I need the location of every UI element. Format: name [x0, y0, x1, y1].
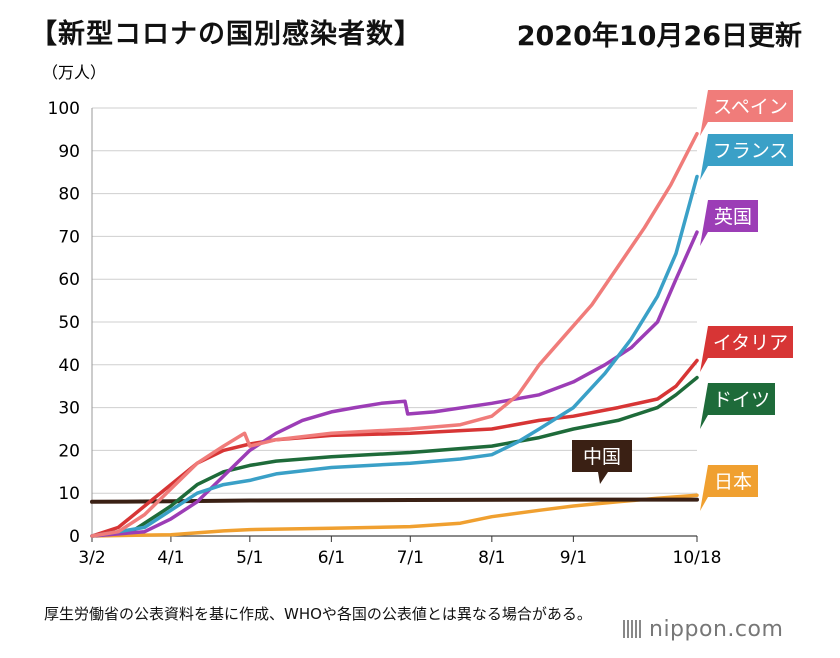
series-tag: スペイン	[700, 90, 793, 136]
brand-logo: nippon.com	[623, 617, 783, 642]
series-tag: 中国	[572, 440, 632, 484]
series-tag: 英国	[700, 200, 758, 246]
update-date: 2020年10月26日更新	[516, 21, 802, 52]
series-line	[90, 230, 699, 538]
series-line	[90, 493, 699, 538]
series-tag-label: 中国	[583, 446, 621, 468]
y-tick-label: 0	[69, 527, 80, 547]
series-tag: フランス	[700, 134, 793, 180]
series-tag-label: 英国	[714, 206, 752, 228]
series-tag: ドイツ	[700, 383, 775, 429]
brand-name: nippon.com	[649, 617, 784, 642]
y-tick-label: 60	[58, 270, 80, 290]
chart-title: 【新型コロナの国別感染者数】	[30, 19, 422, 50]
y-tick-label: 50	[58, 313, 80, 333]
x-tick-label: 4/1	[157, 548, 184, 568]
y-tick-label: 80	[58, 185, 80, 205]
series-line	[90, 358, 699, 538]
series-tag-label: スペイン	[713, 96, 788, 118]
y-tick-label: 90	[58, 142, 80, 162]
x-tick-label: 7/1	[397, 548, 424, 568]
y-tick-label: 30	[58, 399, 80, 419]
series-line	[90, 174, 699, 538]
x-tick-label: 10/18	[673, 548, 722, 568]
series-tag-label: イタリア	[713, 332, 788, 354]
x-tick-label: 5/1	[236, 548, 263, 568]
footnote: 厚生労働省の公表資料を基に作成、WHOや各国の公表値とは異なる場合がある。	[44, 605, 592, 623]
y-tick-label: 10	[58, 484, 80, 504]
series-lines	[90, 131, 699, 538]
series-line	[90, 375, 699, 538]
line-chart: （万人） 0 10 20 30 40 50 60 70 80 90 100 3/2 4/1 5/1 6/1 7…	[42, 63, 793, 568]
x-axis-ticks: 3/2 4/1 5/1 6/1 7/1 8/1 9/1 10/18	[78, 536, 722, 568]
y-tick-label: 20	[58, 441, 80, 461]
y-axis-ticks: （万人） 0 10 20 30 40 50 60 70 80 90 100	[42, 63, 106, 547]
y-tick-label: 40	[58, 356, 80, 376]
series-tag: イタリア	[700, 326, 793, 372]
series-tag-label: ドイツ	[713, 389, 770, 411]
series-line	[90, 131, 699, 538]
x-tick-label: 3/2	[78, 548, 105, 568]
series-tag: 日本	[700, 465, 758, 511]
series-tag-label: 日本	[714, 471, 752, 493]
series-tag-label: フランス	[713, 140, 789, 162]
x-tick-label: 8/1	[478, 548, 505, 568]
y-tick-label: 70	[58, 227, 80, 247]
x-tick-label: 9/1	[560, 548, 587, 568]
y-axis-label: （万人）	[42, 63, 106, 82]
x-tick-label: 6/1	[318, 548, 345, 568]
grid-lines	[91, 107, 697, 537]
brand-bars-icon	[623, 620, 643, 638]
y-tick-label: 100	[48, 99, 80, 119]
